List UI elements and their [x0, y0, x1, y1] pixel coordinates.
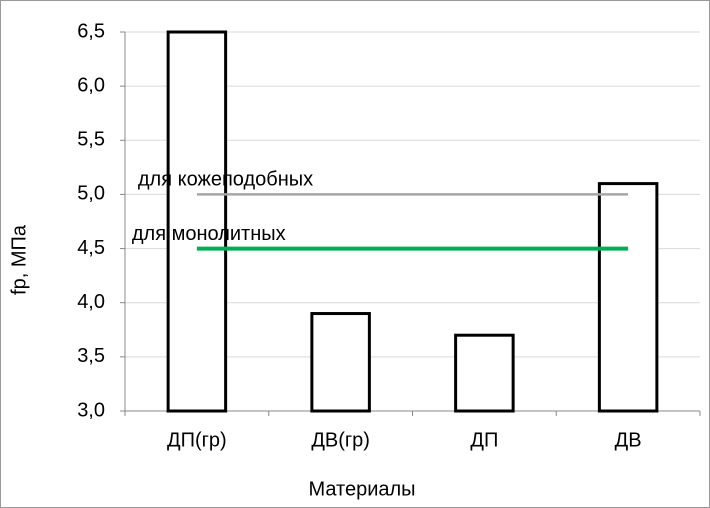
y-tick-label: 5,0 — [77, 183, 105, 205]
x-tick-label: ДП — [470, 429, 498, 451]
bar — [597, 182, 659, 413]
y-tick-label: 6,0 — [77, 74, 105, 96]
bar — [166, 30, 228, 413]
x-axis-label: Материалы — [308, 478, 415, 500]
x-tick-label: ДВ — [615, 429, 642, 451]
y-tick-label: 5,5 — [77, 129, 105, 151]
y-axis-label: fp, МПа — [8, 224, 30, 295]
y-tick-label: 3,5 — [77, 345, 105, 367]
reference-label: для кожеподобных — [138, 169, 313, 191]
x-tick-label: ДП(гр) — [167, 429, 227, 451]
y-tick-label: 3,0 — [77, 399, 105, 421]
y-tick-label: 4,0 — [77, 291, 105, 313]
y-tick-label: 4,5 — [77, 237, 105, 259]
x-tick-label: ДВ(гр) — [311, 429, 370, 451]
bar — [310, 312, 371, 413]
bar — [454, 333, 515, 413]
reference-label: для монолитных — [132, 223, 286, 245]
y-tick-label: 6,5 — [77, 20, 105, 42]
